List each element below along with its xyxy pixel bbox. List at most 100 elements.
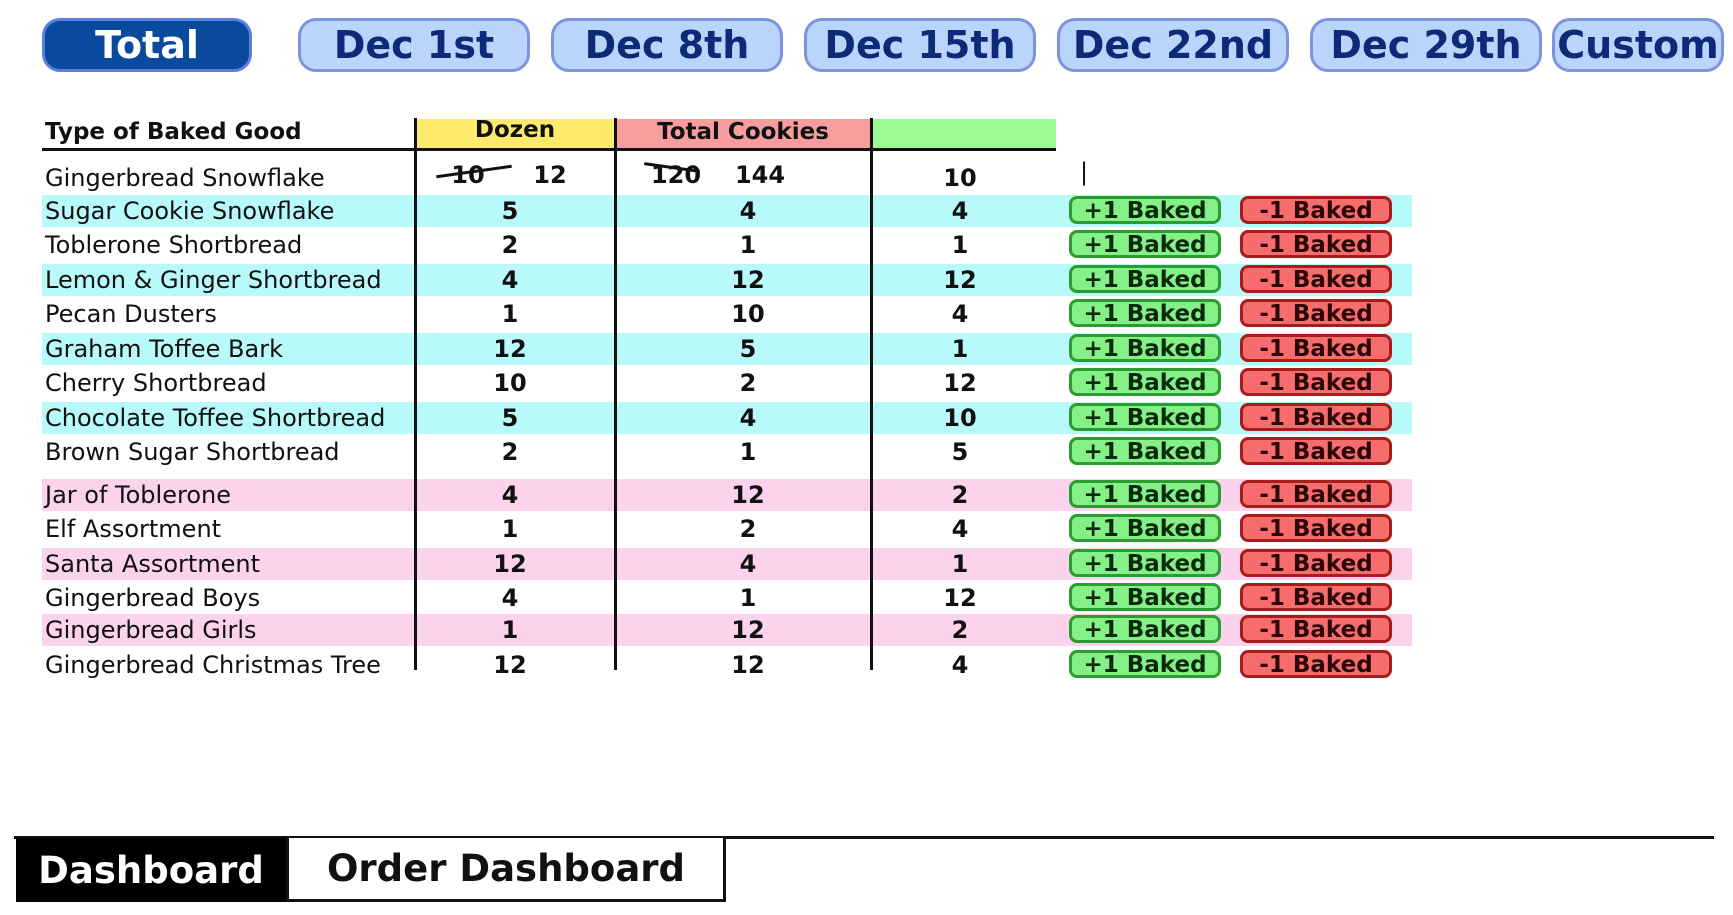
plus-one-baked-button[interactable]: +1 Baked [1069, 615, 1221, 643]
row-name: Lemon & Ginger Shortbread [45, 266, 382, 294]
baked-header-bg [872, 119, 1056, 149]
row-name: Gingerbread Christmas Tree [45, 651, 381, 679]
column-divider [870, 118, 873, 670]
row-name: Sugar Cookie Snowflake [45, 197, 335, 225]
total-value: 4 [739, 550, 757, 578]
minus-one-baked-button[interactable]: -1 Baked [1240, 514, 1392, 542]
total-value: 1 [739, 438, 757, 466]
plus-one-baked-button[interactable]: +1 Baked [1069, 368, 1221, 396]
minus-one-baked-button[interactable]: -1 Baked [1240, 299, 1392, 327]
row-name: Santa Assortment [45, 550, 261, 578]
minus-one-baked-button[interactable]: -1 Baked [1240, 480, 1392, 508]
row-name: Elf Assortment [45, 515, 222, 543]
minus-one-baked-button[interactable]: -1 Baked [1240, 615, 1392, 643]
baked-value: 2 [951, 481, 969, 509]
row-name: Gingerbread Boys [45, 584, 261, 612]
plus-one-baked-button[interactable]: +1 Baked [1069, 403, 1221, 431]
row-name: Brown Sugar Shortbread [45, 438, 340, 466]
dozen-value: 12 [533, 161, 567, 189]
plus-one-baked-button[interactable]: +1 Baked [1069, 650, 1221, 678]
baked-value: 1 [951, 335, 969, 363]
sheet-tab-dashboard[interactable]: Dashboard [16, 838, 286, 902]
minus-one-baked-button[interactable]: -1 Baked [1240, 196, 1392, 224]
total-value: 5 [739, 335, 757, 363]
baked-value: 4 [951, 197, 969, 225]
header-total-cookies: Total Cookies [657, 119, 829, 145]
column-divider [414, 118, 417, 670]
minus-one-baked-button[interactable]: -1 Baked [1240, 403, 1392, 431]
baked-value: 12 [943, 369, 977, 397]
dozen-value: 12 [493, 550, 527, 578]
text-cursor: | [1080, 158, 1089, 186]
plus-one-baked-button[interactable]: +1 Baked [1069, 583, 1221, 611]
dozen-value: 1 [501, 515, 519, 543]
dozen-value: 1 [501, 616, 519, 644]
plus-one-baked-button[interactable]: +1 Baked [1069, 437, 1221, 465]
baked-value: 4 [951, 515, 969, 543]
dozen-value: 12 [493, 651, 527, 679]
tab-custom[interactable]: Custom [1552, 18, 1724, 72]
baked-value: 2 [951, 616, 969, 644]
row-name: Toblerone Shortbread [45, 231, 303, 259]
minus-one-baked-button[interactable]: -1 Baked [1240, 368, 1392, 396]
tab-dec-22nd[interactable]: Dec 22nd [1057, 18, 1289, 72]
plus-one-baked-button[interactable]: +1 Baked [1069, 549, 1221, 577]
minus-one-baked-button[interactable]: -1 Baked [1240, 437, 1392, 465]
baked-value: 10 [943, 404, 977, 432]
minus-one-baked-button[interactable]: -1 Baked [1240, 583, 1392, 611]
plus-one-baked-button[interactable]: +1 Baked [1069, 480, 1221, 508]
plus-one-baked-button[interactable]: +1 Baked [1069, 265, 1221, 293]
plus-one-baked-button[interactable]: +1 Baked [1069, 514, 1221, 542]
dozen-value: 2 [501, 231, 519, 259]
total-value: 1 [739, 584, 757, 612]
total-value: 144 [734, 161, 786, 189]
row-name: Gingerbread Girls [45, 616, 257, 644]
minus-one-baked-button[interactable]: -1 Baked [1240, 334, 1392, 362]
tab-dec-15th[interactable]: Dec 15th [804, 18, 1036, 72]
dozen-value: 2 [501, 438, 519, 466]
minus-one-baked-button[interactable]: -1 Baked [1240, 650, 1392, 678]
total-header-bg [616, 119, 870, 149]
total-value: 10 [731, 300, 765, 328]
baked-value: 12 [943, 584, 977, 612]
minus-one-baked-button[interactable]: -1 Baked [1240, 230, 1392, 258]
sheet-tab-order-dashboard[interactable]: Order Dashboard [286, 838, 726, 902]
baked-value: 5 [951, 438, 969, 466]
header-type: Type of Baked Good [45, 119, 302, 145]
dozen-value: 4 [501, 584, 519, 612]
tab-dec-1st[interactable]: Dec 1st [298, 18, 530, 72]
row-name: Cherry Shortbread [45, 369, 267, 397]
plus-one-baked-button[interactable]: +1 Baked [1069, 299, 1221, 327]
dozen-value: 12 [493, 335, 527, 363]
dozen-header-bg [416, 119, 614, 149]
total-value: 12 [731, 651, 765, 679]
sheet-tabs-rule [14, 836, 1714, 839]
total-value: 2 [739, 515, 757, 543]
baked-value: 1 [951, 550, 969, 578]
minus-one-baked-button[interactable]: -1 Baked [1240, 265, 1392, 293]
total-value: 4 [739, 197, 757, 225]
baked-value: 10 [943, 164, 977, 192]
sheet-tabs: Dashboard Order Dashboard [0, 830, 1733, 915]
total-value: 12 [731, 266, 765, 294]
dozen-value: 5 [501, 197, 519, 225]
header-dozen: Dozen [474, 117, 556, 143]
baked-value: 1 [951, 231, 969, 259]
row-name: Graham Toffee Bark [45, 335, 283, 363]
minus-one-baked-button[interactable]: -1 Baked [1240, 549, 1392, 577]
total-value: 2 [739, 369, 757, 397]
dozen-value: 10 [493, 369, 527, 397]
dozen-value: 4 [501, 481, 519, 509]
tab-dec-29th[interactable]: Dec 29th [1310, 18, 1542, 72]
dozen-value: 1 [501, 300, 519, 328]
baked-value: 12 [943, 266, 977, 294]
row-name: Chocolate Toffee Shortbread [45, 404, 386, 432]
plus-one-baked-button[interactable]: +1 Baked [1069, 230, 1221, 258]
total-value: 12 [731, 616, 765, 644]
dozen-value: 5 [501, 404, 519, 432]
baked-goods-table: Type of Baked Good Dozen Total Cookies G… [42, 117, 1412, 679]
plus-one-baked-button[interactable]: +1 Baked [1069, 334, 1221, 362]
plus-one-baked-button[interactable]: +1 Baked [1069, 196, 1221, 224]
tab-total[interactable]: Total [42, 18, 252, 72]
tab-dec-8th[interactable]: Dec 8th [551, 18, 783, 72]
